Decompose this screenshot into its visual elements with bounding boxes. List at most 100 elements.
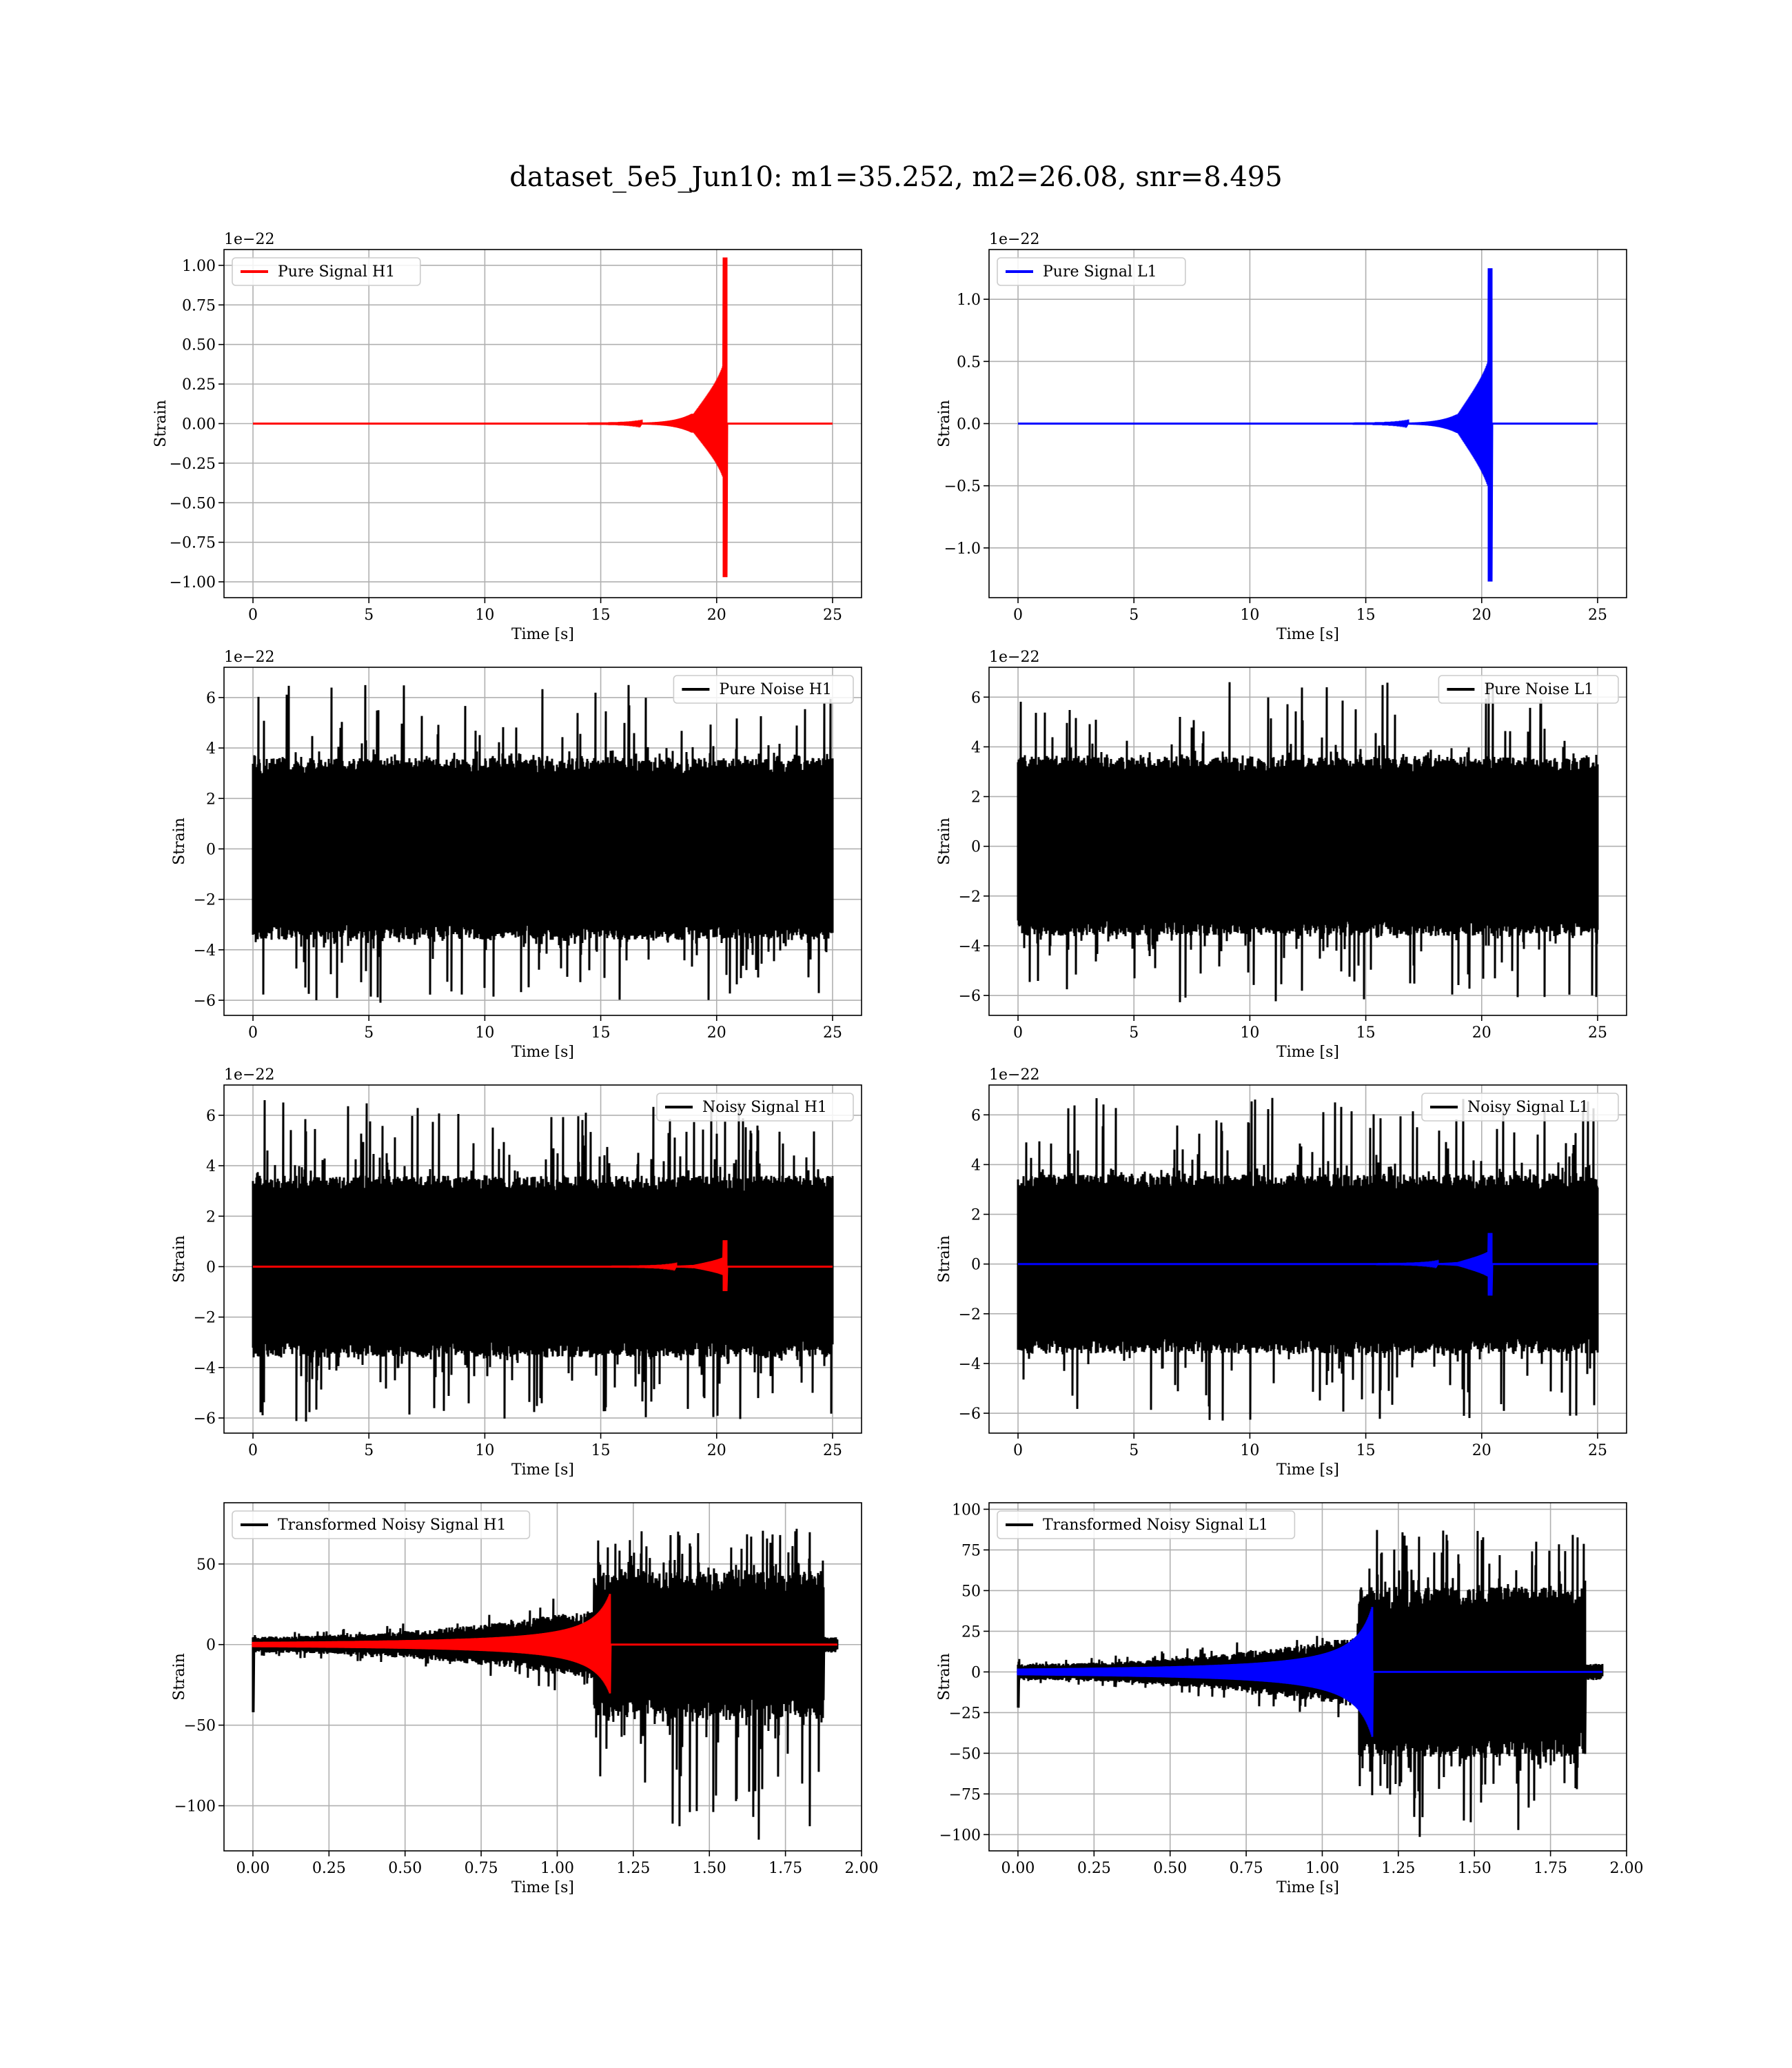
x-tick-label: 1.00 [1305,1860,1339,1877]
y-tick-label: 0.0 [957,416,981,434]
legend: Pure Signal L1 [997,257,1186,286]
y-tick-label: −6 [194,993,216,1010]
y-tick-label: 100 [952,1501,981,1519]
y-axis-label: Strain [171,1235,188,1283]
y-tick-label: 6 [971,1107,981,1124]
legend-label: Noisy Signal L1 [1467,1099,1589,1116]
offset-label: 1e−22 [224,1066,274,1084]
x-tick-label: 0 [248,1442,258,1459]
x-axis: 0 5 10 15 20 25 [248,250,842,624]
x-tick-label: 1.25 [1381,1860,1415,1877]
y-axis-label: Strain [936,818,953,865]
y-tick-label: 4 [971,739,981,756]
y-tick-label: 75 [961,1542,981,1559]
x-axis-label: Time [s] [511,1879,574,1896]
x-tick-label: 0 [248,1024,258,1042]
y-tick-label: −25 [949,1705,981,1722]
subplot-2: 0 5 10 15 20 25 −1.0 −0.5 0.0 0.5 1.0 1e−22 Time [s]… [936,231,1627,643]
y-tick-label: 0 [971,1257,981,1274]
subplot-4: 0 5 10 15 20 25 −6 −4 −2 0 2 4 6 1e−22 Time [s] Strain P… [936,649,1627,1061]
y-tick-label: 0 [206,1637,216,1654]
legend-label: Pure Noise L1 [1484,681,1594,698]
legend-label: Transformed Noisy Signal L1 [1043,1517,1268,1534]
subplot-grid: 0 5 10 15 20 25−1.00−0.75−0.50−0.250.000.250.… [152,231,1643,1896]
y-tick-label: 50 [961,1583,981,1600]
x-tick-label: 25 [823,607,842,624]
subplot-6: 0 5 10 15 20 25 −6 −4 −2 0 2 4 6 1e−22 Time [s] Strain N… [936,1066,1627,1479]
offset-label: 1e−22 [989,649,1039,666]
subplot-3: 0 5 10 15 20 25 −6 −4 −2 0 2 4 6 1e−22 Time [s] Strain P… [171,649,862,1061]
plot-series [1017,1097,1599,1421]
x-tick-label: 0.50 [388,1860,422,1877]
y-tick-label: 0.75 [182,297,216,314]
y-axis-label: Strain [936,400,953,447]
legend-frame [997,257,1186,286]
x-tick-label: 1.75 [1534,1860,1567,1877]
y-tick-label: 0.25 [182,376,216,394]
y-tick-label: 0 [206,1259,216,1276]
axes-frame [223,1502,862,1852]
x-tick-label: 1.25 [616,1860,650,1877]
x-tick-label: 20 [707,607,726,624]
axes-frame [223,1084,862,1434]
x-tick-label: 25 [1588,607,1607,624]
series-line [1017,682,1599,1002]
x-tick-label: 20 [707,1442,726,1459]
y-tick-label: 0.50 [182,337,216,354]
x-tick-label: 1.00 [540,1860,574,1877]
legend: Pure Noise L1 [1438,675,1619,704]
plot-series [1018,268,1598,582]
legend: Pure Signal H1 [232,257,421,286]
x-axis-label: Time [s] [511,1044,574,1061]
x-axis-label: Time [s] [1276,626,1339,643]
x-tick-label: 0.50 [1153,1860,1187,1877]
x-tick-label: 0.25 [1077,1860,1111,1877]
x-tick-label: 15 [1356,1024,1376,1042]
offset-label: 1e−22 [989,231,1039,248]
offset-label: 1e−22 [989,1066,1039,1084]
y-tick-label: −6 [959,988,981,1005]
legend: Pure Noise H1 [673,675,854,704]
y-tick-label: 0.00 [182,416,216,434]
x-tick-label: 15 [591,607,611,624]
x-axis-label: Time [s] [1276,1879,1339,1896]
y-tick-label: −100 [174,1798,216,1816]
y-tick-label: −1.0 [944,540,981,558]
legend: Noisy Signal H1 [656,1093,854,1122]
x-tick-label: 5 [1129,607,1139,624]
y-tick-label: −4 [194,1360,216,1377]
y-tick-label: 50 [196,1557,216,1574]
plot-series [252,1099,834,1422]
plot-series [252,685,834,1003]
y-tick-label: −0.75 [170,535,216,552]
legend-label: Pure Noise H1 [719,681,832,698]
legend: Transformed Noisy Signal L1 [997,1510,1296,1539]
y-tick-label: −2 [959,889,981,906]
y-tick-label: 1.00 [182,258,216,275]
legend-label: Pure Signal L1 [1043,263,1157,281]
x-tick-label: 25 [1588,1442,1607,1459]
plot-series [1017,1530,1604,1837]
x-tick-label: 15 [591,1024,611,1042]
y-tick-label: −2 [959,1306,981,1324]
series-line [252,1099,834,1422]
axes-frame [988,667,1627,1016]
legend-frame [673,675,854,704]
x-tick-label: 5 [364,1442,374,1459]
y-tick-label: 0 [206,841,216,858]
x-tick-label: 15 [1356,1442,1376,1459]
y-tick-label: 6 [206,1108,216,1125]
x-tick-label: 15 [1356,607,1376,624]
y-tick-label: 0 [971,839,981,856]
x-tick-label: 25 [1588,1024,1607,1042]
legend-frame [232,1510,531,1539]
x-tick-label: 10 [1240,607,1259,624]
y-tick-label: 2 [971,1207,981,1224]
x-tick-label: 15 [591,1442,611,1459]
x-tick-label: 10 [475,1442,494,1459]
y-tick-label: 4 [971,1157,981,1174]
x-tick-label: 0.75 [1230,1860,1263,1877]
offset-label: 1e−22 [224,231,274,248]
y-tick-label: −6 [959,1406,981,1423]
